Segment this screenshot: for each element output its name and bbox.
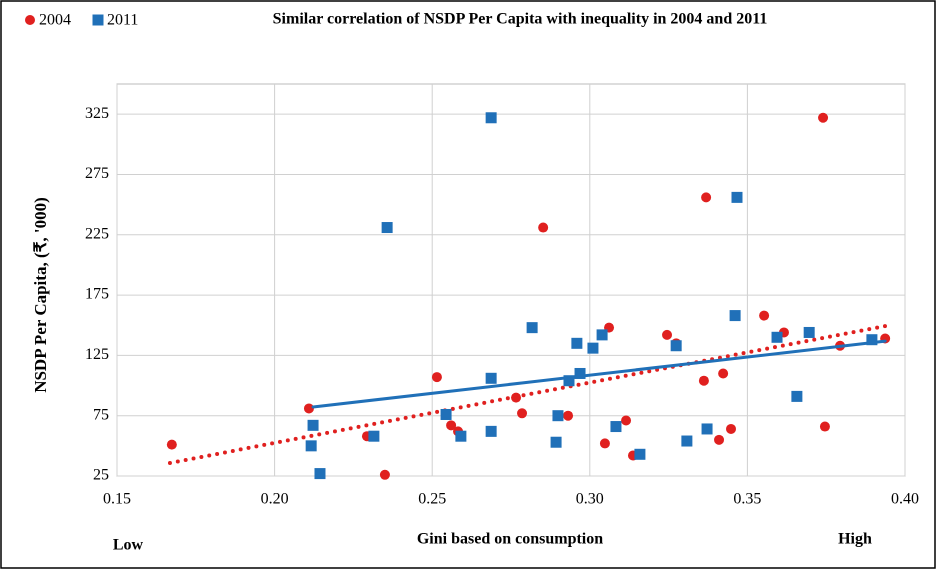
point (662, 329, 673, 340)
chart-title: Similar correlation of NSDP Per Capita w… (273, 11, 768, 28)
point (574, 367, 586, 379)
legend-label: 2004 (39, 12, 71, 29)
point (166, 439, 177, 450)
point (759, 310, 770, 321)
point (803, 326, 815, 338)
x-tick-label: 0.35 (733, 491, 761, 508)
point (485, 425, 497, 437)
annotation: Low (113, 537, 144, 554)
point (701, 423, 713, 435)
point (731, 191, 743, 203)
trend-line (311, 339, 887, 409)
point (550, 436, 562, 448)
point (485, 372, 497, 384)
y-tick-label: 125 (85, 346, 109, 363)
y-tick-label: 325 (85, 105, 109, 122)
point (446, 420, 457, 431)
point (729, 310, 741, 322)
point (517, 408, 528, 419)
point (818, 112, 829, 123)
x-tick-label: 0.20 (261, 491, 289, 508)
point (485, 112, 497, 124)
point (303, 403, 314, 414)
legend-label: 2011 (107, 12, 138, 29)
point (791, 390, 803, 402)
y-tick-label: 275 (85, 165, 109, 182)
point (698, 375, 709, 386)
point (596, 329, 608, 341)
point (455, 430, 467, 442)
point (634, 448, 646, 460)
x-tick-label: 0.30 (576, 491, 604, 508)
point (552, 410, 564, 422)
point (866, 334, 878, 346)
point (368, 430, 380, 442)
point (431, 372, 442, 383)
x-tick-label: 0.15 (103, 491, 131, 508)
point (621, 415, 632, 426)
y-tick-label: 225 (85, 225, 109, 242)
point (440, 408, 452, 420)
plot-area (116, 83, 906, 477)
point (563, 375, 575, 387)
point (599, 438, 610, 449)
point (305, 440, 317, 452)
point (314, 468, 326, 480)
x-tick-label: 0.40 (891, 491, 919, 508)
point (379, 469, 390, 480)
point (511, 392, 522, 403)
point (819, 421, 830, 432)
point (771, 331, 783, 343)
point (563, 410, 574, 421)
y-tick-label: 175 (85, 286, 109, 303)
y-axis-label: NSDP Per Capita, (₹, '000) (31, 197, 50, 393)
point (681, 435, 693, 447)
point (381, 222, 393, 234)
annotation: High (838, 531, 872, 548)
point (526, 322, 538, 334)
point (726, 423, 737, 434)
x-tick-label: 0.25 (418, 491, 446, 508)
point (718, 368, 729, 379)
point (714, 434, 725, 445)
point (538, 222, 549, 233)
y-tick-label: 25 (93, 467, 109, 484)
point (610, 421, 622, 433)
point (701, 192, 712, 203)
legend-marker (25, 15, 35, 25)
point (307, 419, 319, 431)
point (587, 342, 599, 354)
point (670, 340, 682, 352)
point (571, 337, 583, 349)
legend-marker (92, 14, 104, 26)
x-axis-label: Gini based on consumption (417, 531, 603, 548)
y-tick-label: 75 (93, 406, 109, 423)
trend-line (167, 324, 888, 465)
